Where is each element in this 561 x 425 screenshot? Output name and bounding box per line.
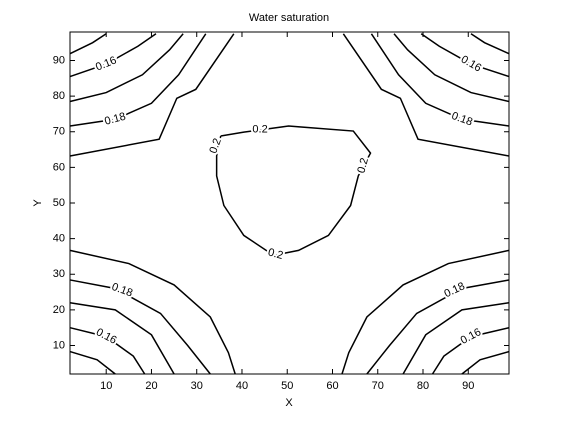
contour-line bbox=[69, 33, 184, 103]
contour-label: 0.2 bbox=[252, 124, 267, 136]
contour-line bbox=[341, 249, 510, 375]
y-tick-label: 80 bbox=[53, 90, 65, 102]
chart-title: Water saturation bbox=[249, 12, 329, 24]
contour-line bbox=[69, 33, 235, 157]
x-tick-label: 90 bbox=[462, 380, 474, 392]
contour-line bbox=[402, 302, 510, 375]
contour-line bbox=[69, 33, 207, 127]
contour-line bbox=[431, 326, 510, 375]
contour-line bbox=[69, 350, 116, 375]
y-axis-label: Y bbox=[32, 199, 44, 207]
contour-line bbox=[69, 302, 175, 375]
contour-line bbox=[69, 249, 236, 375]
y-tick-label: 90 bbox=[53, 54, 65, 66]
contour-line bbox=[69, 33, 157, 78]
x-axis-label: X bbox=[285, 397, 293, 409]
contour-line bbox=[461, 350, 510, 375]
y-tick-label: 30 bbox=[53, 268, 65, 280]
y-tick-label: 40 bbox=[53, 233, 65, 245]
x-tick-label: 40 bbox=[236, 380, 248, 392]
x-tick-label: 10 bbox=[100, 380, 112, 392]
contour-line bbox=[69, 326, 146, 375]
x-tick-label: 20 bbox=[145, 380, 157, 392]
x-tick-label: 30 bbox=[191, 380, 203, 392]
contour-line bbox=[470, 33, 510, 55]
contour-line bbox=[370, 33, 510, 127]
y-tick-label: 10 bbox=[53, 339, 65, 351]
x-tick-label: 80 bbox=[417, 380, 429, 392]
y-tick-label: 50 bbox=[53, 197, 65, 209]
contour-line bbox=[215, 125, 372, 257]
contour-line bbox=[342, 33, 510, 157]
contour-line bbox=[69, 33, 107, 55]
contour-line bbox=[366, 279, 510, 375]
contour-line bbox=[69, 279, 211, 375]
plot-frame bbox=[69, 31, 510, 375]
contour-line bbox=[393, 33, 510, 103]
x-tick-label: 50 bbox=[281, 380, 293, 392]
y-tick-label: 60 bbox=[53, 161, 65, 173]
x-tick-label: 70 bbox=[372, 380, 384, 392]
x-tick-label: 60 bbox=[326, 380, 338, 392]
contour-line bbox=[420, 33, 510, 78]
y-tick-label: 20 bbox=[53, 304, 65, 316]
contour-label: 0.2 bbox=[355, 157, 371, 175]
y-tick-label: 70 bbox=[53, 126, 65, 138]
